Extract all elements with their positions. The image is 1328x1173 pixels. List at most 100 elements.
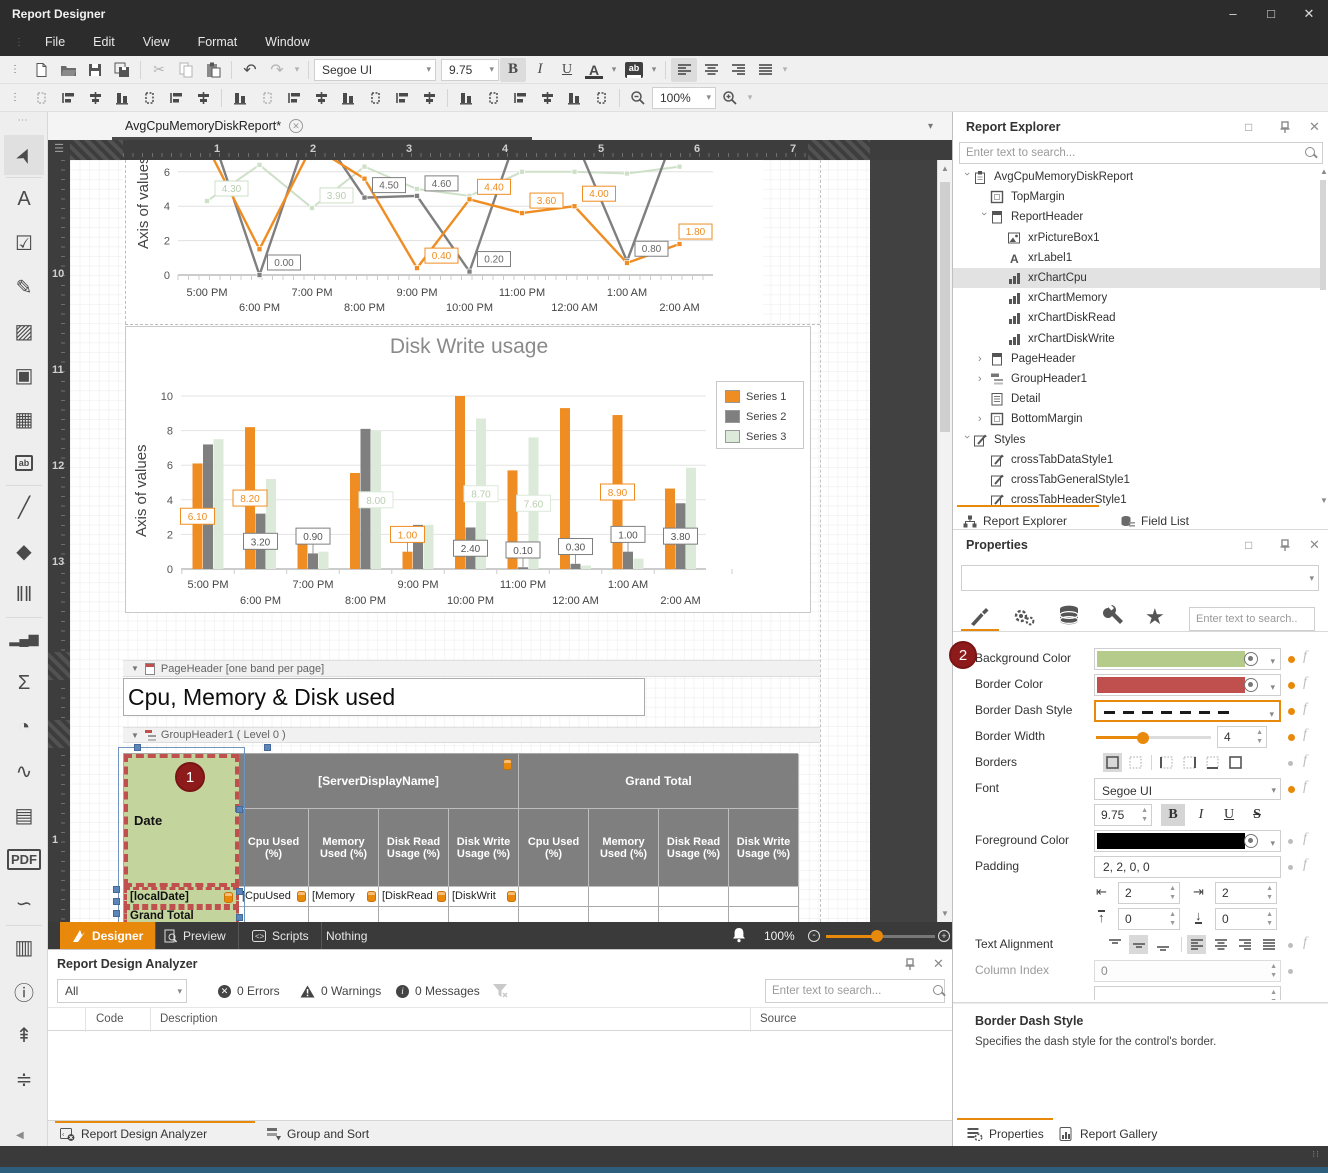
- report-page[interactable]: 0 2 4 6 Axis of values 4.30 3.90 0.00 4.50 4.60 0.…: [70, 160, 870, 922]
- explorer-pin-icon[interactable]: [1279, 121, 1291, 134]
- column-header-cell[interactable]: Memory Used (%): [309, 809, 379, 887]
- column-index-spinner[interactable]: 0 ▲ ▼: [1094, 960, 1281, 982]
- analyzer-filter-combo[interactable]: All ▾: [57, 979, 187, 1003]
- zoom-dropdown-icon[interactable]: ▾: [747, 92, 753, 102]
- tab-report-explorer[interactable]: Report Explorer: [963, 508, 1067, 534]
- properties-close-icon[interactable]: ✕: [1309, 537, 1320, 552]
- same-size-icon[interactable]: [308, 86, 334, 110]
- underline-button[interactable]: U: [561, 61, 573, 77]
- border-none-button[interactable]: [1126, 753, 1145, 772]
- local-date-cell[interactable]: [localDate]: [124, 887, 239, 907]
- band-collapse-icon[interactable]: ▼: [131, 664, 139, 673]
- column-header-cell[interactable]: Disk Read Usage (%): [379, 809, 449, 887]
- column-header-cell[interactable]: Cpu Used (%): [519, 809, 589, 887]
- valign-top-button[interactable]: [1105, 935, 1124, 954]
- halign-justify-button[interactable]: [1259, 935, 1278, 954]
- document-tab[interactable]: AvgCpuMemoryDiskReport* ✕: [112, 112, 313, 140]
- halign-left-button[interactable]: [1187, 935, 1206, 954]
- border-left-button[interactable]: [1157, 753, 1176, 772]
- toolbox-sparkline-icon[interactable]: ∿: [15, 760, 33, 783]
- toolbox-summary-icon[interactable]: Σ: [17, 671, 31, 694]
- toolbox-label-icon[interactable]: A: [17, 187, 31, 210]
- tree-item-AvgCpuMemoryDiskReport[interactable]: › AvgCpuMemoryDiskReport: [953, 167, 1321, 187]
- same-height-icon[interactable]: [281, 86, 307, 110]
- zoom-slider-track-filled[interactable]: [826, 935, 878, 938]
- toolbox-table-icon[interactable]: ▦: [14, 408, 34, 431]
- grand-total-cell[interactable]: Grand Total: [124, 907, 239, 922]
- scroll-down-icon[interactable]: ▼: [941, 909, 949, 918]
- size-to-grid-icon[interactable]: [227, 86, 253, 110]
- border-box-button[interactable]: [1226, 753, 1245, 772]
- tree-item-xrChartDiskWrite[interactable]: xrChartDiskWrite: [953, 329, 1321, 349]
- zoom-out-icon[interactable]: [625, 86, 651, 110]
- span-header-cell[interactable]: Grand Total: [519, 754, 799, 809]
- data-row-cell[interactable]: [DiskRead: [379, 887, 449, 907]
- border-all-button[interactable]: [1103, 753, 1122, 772]
- tab-scripts[interactable]: <> Scripts: [240, 922, 322, 949]
- border-dash-style-editor[interactable]: ▾: [1094, 700, 1281, 722]
- open-button[interactable]: [55, 58, 81, 82]
- zoom-slider-track[interactable]: [878, 935, 935, 938]
- align-right-edges-icon[interactable]: [109, 86, 135, 110]
- bring-front-icon[interactable]: [561, 86, 587, 110]
- expression-f-icon[interactable]: f: [1303, 935, 1307, 950]
- align-middles-icon[interactable]: [163, 86, 189, 110]
- increase-spacing-icon[interactable]: [389, 86, 415, 110]
- tree-expander-icon[interactable]: ›: [978, 373, 982, 385]
- total-row-cell[interactable]: [449, 907, 519, 922]
- data-row-cell[interactable]: [DiskWrit: [449, 887, 519, 907]
- toolbox-chart-icon[interactable]: ▂▄▆: [9, 631, 39, 646]
- decrease-spacing-icon[interactable]: [416, 86, 442, 110]
- expression-f-icon[interactable]: f: [1303, 701, 1307, 716]
- bold-button[interactable]: B: [500, 57, 526, 82]
- font-underline-button[interactable]: U: [1223, 807, 1235, 822]
- maximize-button[interactable]: □: [1267, 6, 1275, 21]
- toolbox-pivot-grid-icon[interactable]: ▤: [14, 804, 34, 827]
- expression-f-icon[interactable]: f: [1303, 649, 1307, 664]
- stack-top-icon[interactable]: [480, 86, 506, 110]
- data-row-cell[interactable]: [519, 887, 589, 907]
- toolbox-cross-band-icon[interactable]: ≑: [15, 1068, 33, 1091]
- tree-expander-icon[interactable]: ›: [978, 352, 982, 365]
- behavior-tab-gears-icon[interactable]: [1011, 604, 1037, 628]
- cpu-line-chart[interactable]: 0 2 4 6 Axis of values 4.30 3.90 0.00 4.50 4.60 0.…: [126, 160, 716, 322]
- analyzer-close-icon[interactable]: ✕: [933, 956, 944, 971]
- tree-expander-icon[interactable]: ›: [978, 413, 982, 426]
- tree-expander-icon[interactable]: ›: [961, 172, 973, 176]
- column-header-cell[interactable]: Memory Used (%): [589, 809, 659, 887]
- border-right-button[interactable]: [1180, 753, 1199, 772]
- cut-icon[interactable]: ✂: [153, 61, 165, 77]
- tree-item-ReportHeader[interactable]: › ReportHeader: [953, 207, 1321, 227]
- tree-expander-icon[interactable]: ›: [978, 212, 990, 217]
- align-justify-icon[interactable]: [752, 58, 778, 82]
- font-color-dropdown-icon[interactable]: ▾: [611, 64, 617, 74]
- menu-format[interactable]: Format: [197, 35, 238, 49]
- padding-editor[interactable]: 2, 2, 0, 0: [1094, 856, 1281, 878]
- border-width-slider-handle[interactable]: [1137, 731, 1149, 744]
- stack-bottom-icon[interactable]: [534, 86, 560, 110]
- font-name-combo[interactable]: Segoe UI ▾: [314, 58, 436, 81]
- explorer-close-icon[interactable]: ✕: [1309, 119, 1320, 134]
- padding-bottom-spinner[interactable]: 0 ▲ ▼: [1215, 908, 1277, 930]
- tree-item-xrChartMemory[interactable]: xrChartMemory: [953, 288, 1321, 308]
- properties-pin-icon[interactable]: [1279, 539, 1291, 552]
- data-row-cell[interactable]: [589, 887, 659, 907]
- toolbox-collapse-icon[interactable]: ◀: [16, 1130, 24, 1141]
- font-bold-button[interactable]: B: [1161, 804, 1185, 826]
- warnings-button[interactable]: 0 Warnings: [292, 979, 389, 1003]
- toolbox-pointer-icon[interactable]: ➤: [4, 135, 44, 175]
- toolbox-richtext-icon[interactable]: ✎: [15, 276, 33, 299]
- selection-handle[interactable]: [134, 744, 141, 751]
- toolbox-panel-icon[interactable]: ▣: [14, 364, 34, 387]
- explorer-search-box[interactable]: [959, 142, 1323, 164]
- border-bottom-button[interactable]: [1203, 753, 1222, 772]
- tab-preview[interactable]: Preview: [152, 922, 239, 949]
- font-size-combo[interactable]: 9.75 ▾: [441, 58, 499, 81]
- foreground-color-editor[interactable]: ▾: [1094, 830, 1281, 852]
- font-size-spinner[interactable]: 9.75 ▲ ▼: [1094, 804, 1152, 826]
- align-dropdown-icon[interactable]: ▾: [782, 64, 788, 74]
- font-strikeout-button[interactable]: S: [1253, 807, 1261, 822]
- zoom-in-icon[interactable]: [717, 86, 743, 110]
- toolbox-character-comb-icon[interactable]: ab: [4, 443, 44, 483]
- menu-file[interactable]: File: [45, 35, 66, 49]
